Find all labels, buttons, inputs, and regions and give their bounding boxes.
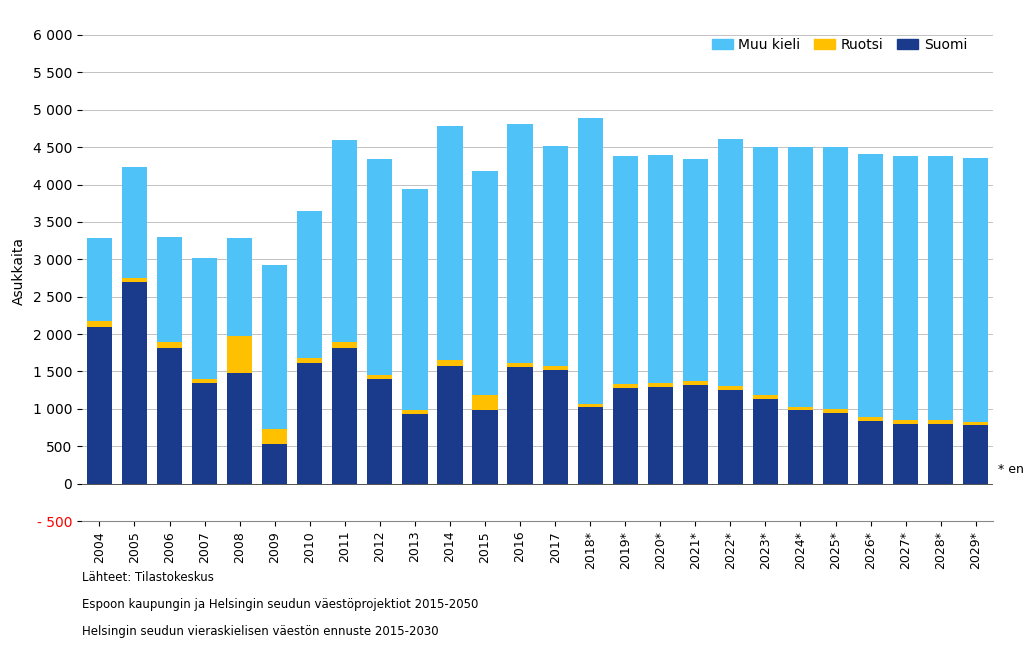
Bar <box>157 341 182 347</box>
Text: Helsingin seudun vieraskielisen väestön ennuste 2015-2030: Helsingin seudun vieraskielisen väestön … <box>82 625 438 637</box>
Bar <box>647 154 673 383</box>
Bar <box>262 429 288 444</box>
Bar <box>647 387 673 484</box>
Bar <box>683 159 708 381</box>
Bar <box>928 420 953 424</box>
Bar <box>332 341 357 347</box>
Bar <box>893 420 919 424</box>
Text: * ennuste: * ennuste <box>997 463 1024 476</box>
Bar <box>753 147 778 395</box>
Bar <box>262 265 288 429</box>
Bar <box>787 147 813 407</box>
Bar <box>157 237 182 341</box>
Text: Espoon kaupungin ja Helsingin seudun väestöprojektiot 2015-2050: Espoon kaupungin ja Helsingin seudun väe… <box>82 598 478 611</box>
Y-axis label: Asukkaita: Asukkaita <box>11 236 26 305</box>
Legend: Muu kieli, Ruotsi, Suomi: Muu kieli, Ruotsi, Suomi <box>707 32 973 57</box>
Bar <box>683 381 708 385</box>
Bar <box>543 146 567 365</box>
Bar <box>928 156 953 420</box>
Bar <box>893 156 919 420</box>
Bar <box>402 189 428 410</box>
Bar <box>191 258 217 379</box>
Bar <box>262 429 288 484</box>
Bar <box>823 413 848 484</box>
Bar <box>578 403 603 407</box>
Bar <box>87 321 112 327</box>
Bar <box>437 126 463 360</box>
Bar <box>472 171 498 395</box>
Bar <box>718 387 743 390</box>
Bar <box>191 379 217 383</box>
Bar <box>858 154 884 417</box>
Bar <box>823 147 848 409</box>
Bar <box>612 156 638 384</box>
Bar <box>87 327 112 484</box>
Bar <box>122 282 147 484</box>
Bar <box>858 417 884 421</box>
Bar <box>753 395 778 399</box>
Bar <box>368 159 392 375</box>
Bar <box>402 414 428 484</box>
Bar <box>928 424 953 484</box>
Bar <box>472 395 498 410</box>
Bar <box>612 388 638 484</box>
Bar <box>368 375 392 379</box>
Bar <box>227 335 252 373</box>
Bar <box>297 358 323 363</box>
Bar <box>964 422 988 426</box>
Bar <box>753 399 778 484</box>
Bar <box>402 410 428 414</box>
Bar <box>472 395 498 484</box>
Bar <box>297 210 323 358</box>
Bar <box>332 347 357 484</box>
Bar <box>122 278 147 282</box>
Bar <box>87 238 112 321</box>
Bar <box>787 407 813 410</box>
Bar <box>191 383 217 484</box>
Bar <box>122 168 147 278</box>
Bar <box>647 383 673 387</box>
Bar <box>578 407 603 484</box>
Bar <box>508 363 532 367</box>
Bar <box>437 360 463 365</box>
Bar <box>437 365 463 484</box>
Bar <box>718 139 743 387</box>
Bar <box>612 384 638 388</box>
Bar <box>964 426 988 484</box>
Text: Lähteet: Tilastokeskus: Lähteet: Tilastokeskus <box>82 571 214 584</box>
Bar <box>157 347 182 484</box>
Bar <box>297 363 323 484</box>
Bar <box>787 410 813 484</box>
Bar <box>718 390 743 484</box>
Bar <box>227 238 252 335</box>
Bar <box>683 385 708 484</box>
Bar <box>578 118 603 403</box>
Bar <box>508 367 532 484</box>
Bar <box>543 370 567 484</box>
Bar <box>964 158 988 422</box>
Bar <box>332 140 357 341</box>
Bar <box>227 373 252 484</box>
Bar <box>543 365 567 370</box>
Bar <box>858 421 884 484</box>
Bar <box>893 424 919 484</box>
Bar <box>823 409 848 413</box>
Bar <box>508 124 532 363</box>
Bar <box>368 379 392 484</box>
